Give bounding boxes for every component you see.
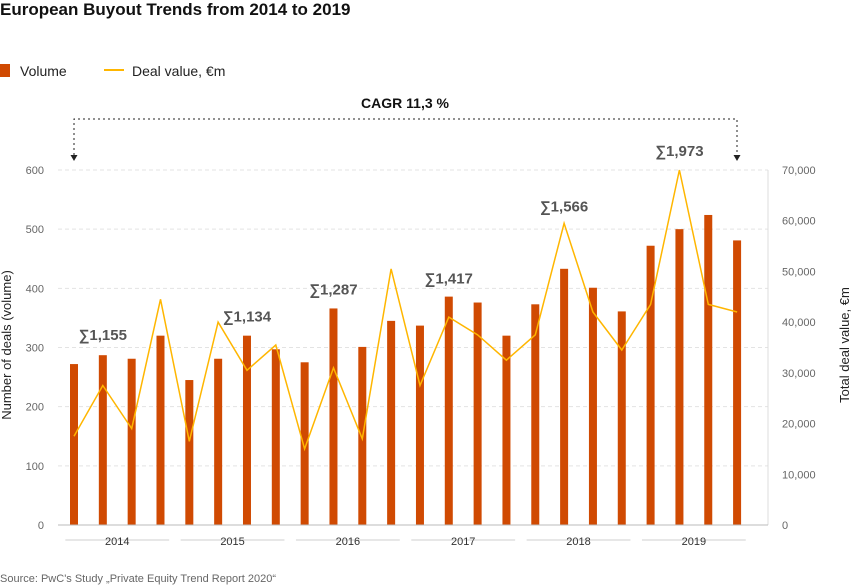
volume-bar: [98, 355, 107, 525]
year-total-annotation: ∑1,134: [223, 309, 272, 326]
cagr-bracket-line: [73, 118, 738, 155]
x-tick-label-2018: 2018: [566, 536, 590, 548]
volume-bar: [473, 302, 482, 525]
year-total-annotation: ∑1,287: [309, 281, 357, 298]
right-tick-label: 60,000: [782, 216, 816, 228]
year-total-annotation: ∑1,417: [425, 271, 473, 288]
legend-volume-label: Volume: [20, 63, 67, 79]
volume-bar: [502, 335, 511, 525]
volume-bar: [444, 296, 453, 525]
volume-bar: [70, 364, 78, 525]
right-axis-label: Total deal value, €m: [837, 287, 852, 403]
volume-bar: [531, 304, 540, 525]
left-axis-label: Number of deals (volume): [0, 270, 14, 420]
volume-bar: [646, 245, 655, 525]
legend: Volume Deal value, €m: [0, 63, 225, 79]
cagr-left-arrow: [70, 155, 78, 161]
right-tick-label: 10,000: [782, 469, 816, 481]
volume-bar: [242, 335, 251, 525]
right-tick-label: 70,000: [782, 165, 816, 177]
left-tick-label: 100: [26, 461, 44, 473]
volume-bar: [156, 335, 165, 525]
chart-title: European Buyout Trends from 2014 to 2019: [0, 0, 350, 19]
right-tick-label: 30,000: [782, 368, 816, 380]
left-tick-label: 500: [26, 224, 44, 236]
right-axis-ticks: 0 10,000 20,000 30,000 40,000 50,000 60,000 70,…: [782, 165, 816, 532]
volume-bar: [704, 214, 713, 525]
left-tick-label: 600: [26, 165, 44, 177]
year-total-annotation: ∑1,973: [655, 143, 703, 160]
source-note: Source: PwC's Study „Private Equity Tren…: [0, 573, 276, 585]
year-total-annotation: ∑1,566: [540, 198, 588, 215]
volume-bar: [733, 240, 742, 526]
left-tick-label: 200: [26, 402, 44, 414]
volume-bar: [185, 380, 194, 525]
right-tick-label: 20,000: [782, 419, 816, 431]
cagr-right-arrow: [733, 155, 741, 161]
cagr-bracket: CAGR 11,3 %: [70, 95, 741, 161]
volume-bar: [560, 268, 569, 525]
left-tick-label: 0: [38, 520, 44, 532]
volume-bar: [300, 362, 309, 525]
x-tick-label-2019: 2019: [682, 536, 706, 548]
right-tick-label: 50,000: [782, 266, 816, 278]
left-tick-label: 300: [26, 343, 44, 355]
right-tick-label: 0: [782, 520, 788, 532]
left-axis-ticks: 0 100 200 300 400 500 600: [26, 165, 44, 532]
x-axis: 2014 2015 2016 2017 2018 2019: [58, 524, 768, 548]
volume-bar: [617, 311, 626, 525]
right-tick-label: 40,000: [782, 317, 816, 329]
legend-deal-value-label: Deal value, €m: [132, 63, 225, 79]
legend-volume-swatch: [0, 64, 10, 77]
volume-bar: [214, 358, 223, 525]
volume-bars: [70, 214, 742, 526]
x-tick-label-2016: 2016: [336, 536, 360, 548]
volume-bar: [387, 320, 396, 525]
x-tick-label-2014: 2014: [105, 536, 129, 548]
x-tick-label-2017: 2017: [451, 536, 475, 548]
deal-value-line: [73, 169, 738, 452]
volume-bar: [675, 229, 684, 525]
year-total-annotations: ∑1,155 ∑1,134 ∑1,287 ∑1,417 ∑1,566 ∑1,973: [79, 143, 704, 344]
volume-bar: [588, 287, 597, 525]
volume-bar: [271, 349, 280, 525]
x-tick-label-2015: 2015: [220, 536, 244, 548]
cagr-label: CAGR 11,3 %: [361, 95, 449, 111]
year-total-annotation: ∑1,155: [79, 327, 127, 344]
volume-bar: [415, 325, 424, 525]
left-tick-label: 400: [26, 283, 44, 295]
volume-bar: [329, 308, 338, 525]
volume-bar: [127, 358, 136, 525]
